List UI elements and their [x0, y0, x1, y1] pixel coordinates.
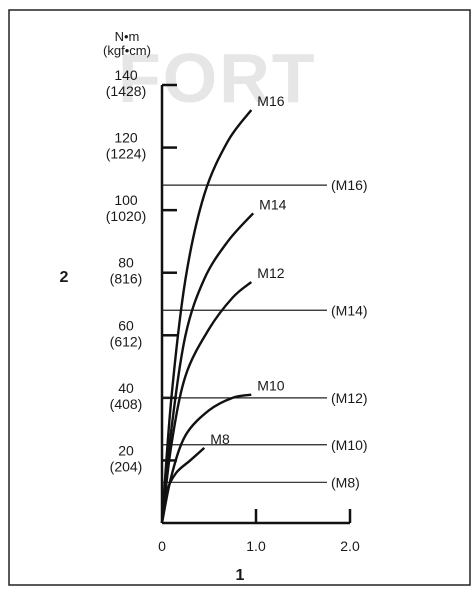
- y-tick-alt-label: (1224): [106, 146, 146, 162]
- x-tick-group: 0 1.0 2.0: [158, 509, 360, 554]
- curve-group: M16 M14 M12 M10 M8: [160, 93, 287, 524]
- curve-label: M10: [257, 378, 284, 394]
- curve-m14: [160, 212, 255, 524]
- reference-line-label: (M8): [331, 474, 360, 490]
- reference-line-label: (M16): [331, 177, 368, 193]
- curve-m8: [160, 447, 206, 524]
- y-tick-label: 60: [118, 317, 134, 333]
- curve-label: M14: [259, 196, 286, 212]
- y-tick-label: 80: [118, 255, 134, 271]
- reference-line-label: (M14): [331, 302, 368, 318]
- curve-label: M16: [257, 93, 284, 109]
- chart-border: [8, 9, 471, 586]
- y-unit-alt-label: (kgf•cm): [103, 43, 151, 58]
- x-tick-label: 0: [158, 538, 166, 554]
- y-tick-label: 40: [118, 380, 134, 396]
- watermark: FORT: [118, 39, 317, 117]
- y-tick-label: 140: [114, 67, 138, 83]
- curve-m12: [160, 281, 253, 524]
- y-tick-group: 20(204) 40(408) 60(612) 80(816) 100(1020) 120…: [106, 67, 177, 474]
- y-tick-alt-label: (612): [110, 333, 143, 349]
- x-tick-label: 1.0: [246, 538, 266, 554]
- y-tick-label: 100: [114, 192, 138, 208]
- reference-line-label: (M12): [331, 390, 368, 406]
- y-axis-marker: 2: [60, 269, 69, 286]
- x-axis-marker: 1: [236, 567, 245, 584]
- curve-label: M8: [210, 431, 230, 447]
- y-tick-label: 120: [114, 130, 138, 146]
- y-tick-alt-label: (1428): [106, 83, 146, 99]
- y-tick-alt-label: (1020): [106, 208, 146, 224]
- y-tick-alt-label: (408): [110, 396, 143, 412]
- curve-label: M12: [257, 265, 284, 281]
- reference-line-group: (M16) (M14) (M12) (M10) (M8): [162, 177, 368, 490]
- y-tick-alt-label: (204): [110, 458, 143, 474]
- x-tick-label: 2.0: [340, 538, 360, 554]
- y-tick-label: 20: [118, 442, 134, 458]
- y-tick-alt-label: (816): [110, 271, 143, 287]
- reference-line-label: (M10): [331, 437, 368, 453]
- curve-m10: [160, 393, 252, 524]
- curve-m16: [160, 109, 253, 524]
- y-unit-label: N•m: [115, 29, 140, 44]
